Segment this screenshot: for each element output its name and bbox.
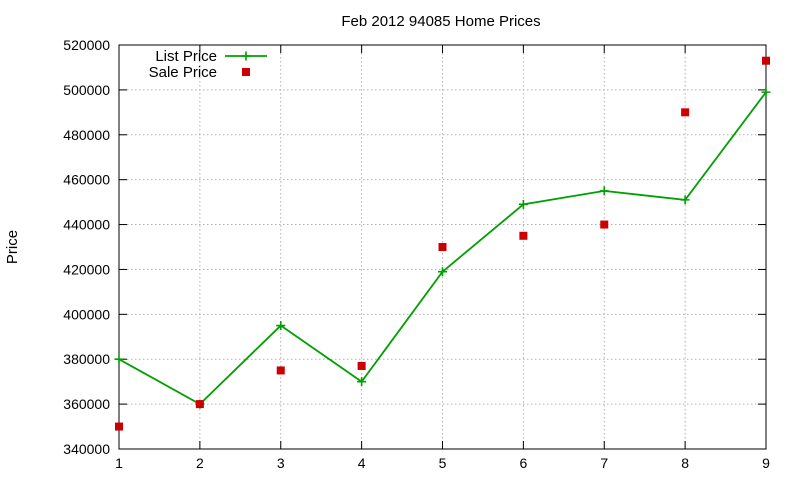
sale-price-series: [115, 56, 770, 431]
legend-marker-sale-price: [242, 68, 250, 76]
legend-label-sale-price: Sale Price: [149, 64, 217, 81]
sale-price-point: [681, 108, 690, 117]
y-tick-label: 340000: [63, 441, 110, 457]
sale-price-point: [762, 56, 770, 65]
sale-price-point: [357, 361, 366, 370]
y-axis-title: Price: [4, 230, 21, 264]
y-tick-label: 400000: [63, 306, 110, 322]
x-tick-label: 5: [439, 455, 447, 471]
x-tick-label: 1: [115, 455, 123, 471]
legend-marker-list-price: [241, 51, 251, 61]
plot-frame: [118, 44, 767, 450]
y-tick-label: 520000: [63, 37, 110, 53]
y-tick-label: 500000: [63, 82, 110, 98]
sale-price-point: [195, 400, 204, 409]
list-price-point: [114, 354, 124, 364]
list-price-point: [761, 87, 771, 97]
list-price-point: [680, 195, 690, 205]
y-tick-label: 420000: [63, 261, 110, 277]
x-tick-label: 2: [196, 455, 204, 471]
sale-price-point: [276, 366, 285, 375]
y-tick-label: 440000: [63, 217, 110, 233]
y-tick-label: 380000: [63, 351, 110, 367]
y-tick-label: 480000: [63, 127, 110, 143]
x-tick-label: 3: [277, 455, 285, 471]
list-price-point: [518, 199, 528, 209]
sale-price-point: [438, 243, 447, 251]
sale-price-point: [115, 422, 123, 431]
y-tick-label: 360000: [63, 396, 110, 412]
list-price-point: [599, 186, 609, 196]
sale-price-point: [600, 220, 609, 229]
x-tick-label: 8: [681, 455, 689, 471]
x-tick-label: 6: [519, 455, 527, 471]
list-price-point: [438, 267, 447, 277]
x-tick-label: 4: [358, 455, 366, 471]
y-tick-label: 460000: [63, 172, 110, 188]
series: [114, 56, 771, 431]
chart-title: Feb 2012 94085 Home Prices: [341, 13, 540, 30]
list-price-point: [357, 377, 367, 387]
axes: 340000 360000 380000 400000 420000 440000 4600…: [63, 37, 770, 471]
x-tick-label: 7: [600, 455, 608, 471]
sale-price-point: [519, 231, 528, 240]
x-tick-label: 9: [762, 455, 770, 471]
legend-label-list-price: List Price: [155, 48, 217, 65]
list-price-point: [276, 321, 286, 331]
